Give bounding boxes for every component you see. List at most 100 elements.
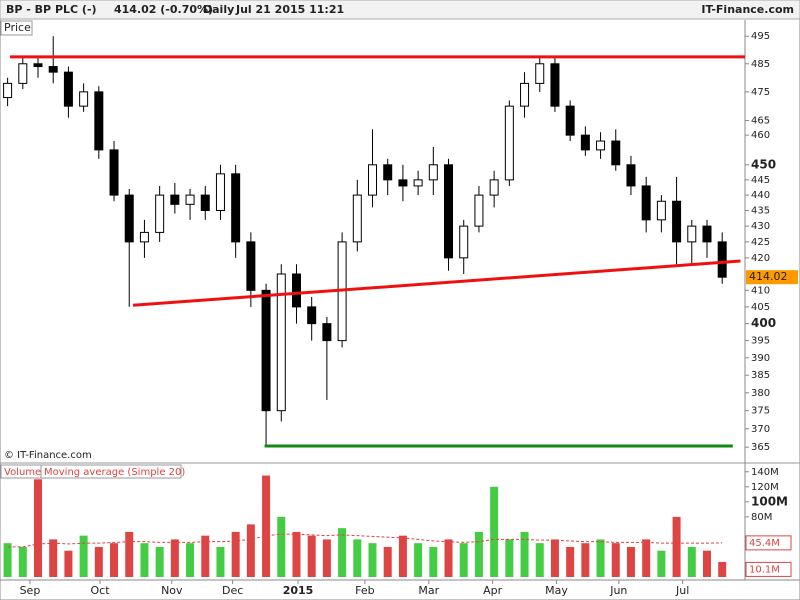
period: Daily (203, 3, 234, 16)
candle-body (18, 63, 28, 84)
trend-line (132, 259, 741, 307)
volume-bar (18, 546, 27, 577)
candle-body (717, 241, 727, 278)
candle-body (383, 164, 393, 181)
candle-body (550, 63, 560, 107)
y-tick-label: 380 (751, 388, 770, 399)
x-tick-label: Feb (355, 584, 374, 597)
candle-body (656, 200, 666, 221)
y-tick-label: 435 (751, 206, 770, 217)
volume-bar (186, 543, 195, 577)
candle-body (504, 105, 514, 181)
volume-bar (657, 550, 666, 577)
x-tick-label: Dec (222, 584, 243, 597)
candle-body (687, 225, 697, 243)
volume-bar (125, 531, 134, 577)
quote: 414.02 (-0.70%) (114, 3, 213, 16)
volume-bar (398, 535, 407, 577)
moving-average (7, 533, 723, 548)
candle-body (626, 164, 636, 187)
x-tick-label: Nov (161, 584, 183, 597)
last-price-label: 414.02 (749, 270, 788, 283)
datetime: Jul 21 2015 11:21 (235, 3, 344, 16)
y-tick-label: 495 (751, 31, 770, 42)
header-bar (0, 0, 800, 20)
candle-body (155, 194, 165, 233)
ma-label-box (40, 464, 182, 479)
y-tick-label: 80M (751, 512, 772, 523)
volume-bar (672, 516, 681, 577)
volume-bar (718, 561, 727, 577)
volume-bar (520, 531, 529, 577)
y-tick-label: 140M (751, 467, 779, 478)
candle-body (702, 225, 712, 243)
candle-body (261, 289, 271, 412)
candle-body (63, 71, 73, 107)
candle-body (368, 164, 377, 196)
candle-body (94, 91, 104, 151)
copyright: © IT-Finance.com (4, 450, 92, 461)
volume-bar (277, 516, 286, 577)
volume-bar (596, 539, 605, 577)
candle-body (611, 140, 621, 166)
x-tick-label: Mar (418, 584, 439, 597)
y-tick-label: 465 (751, 116, 770, 127)
volume-bar (216, 546, 225, 577)
candle-body (3, 82, 13, 99)
volume-bar (459, 543, 468, 577)
y-tick-label: 120M (751, 482, 779, 493)
volume-bar (535, 543, 544, 577)
volume-bar (414, 543, 423, 577)
volume-bar (307, 535, 316, 577)
candle-body (535, 63, 545, 84)
candle-body (565, 105, 575, 136)
candle-body (246, 241, 256, 291)
candle-body (200, 194, 210, 212)
volume-bar (140, 543, 149, 577)
x-tick-label: Sep (20, 584, 41, 597)
volume-marker-box (745, 561, 792, 577)
volume-label: Volume (4, 467, 41, 478)
y-tick-label: 365 (751, 442, 770, 453)
y-tick-label: 475 (751, 87, 770, 98)
y-tick-label: 370 (751, 424, 770, 435)
candle-body (79, 91, 89, 107)
x-tick-label: May (545, 584, 568, 597)
volume-bar (581, 543, 590, 577)
candle-body (124, 194, 134, 243)
volume-bar (79, 535, 88, 577)
volume-bar (3, 543, 12, 577)
volume-bar (626, 546, 635, 577)
candle-body (489, 179, 499, 196)
y-tick-label: 385 (751, 370, 770, 381)
candle-body (291, 273, 301, 308)
y-tick-label: 390 (751, 353, 770, 364)
volume-bar (292, 531, 301, 577)
candle-body (48, 66, 58, 73)
x-tick-label: Apr (483, 584, 503, 597)
y-tick-label: 405 (751, 302, 770, 313)
volume-bar (34, 479, 43, 577)
volume-bar (474, 531, 483, 577)
symbol: BP - BP PLC (-) (6, 3, 97, 16)
volume-bar (110, 543, 119, 577)
y-tick-label: 445 (751, 175, 770, 186)
volume-bar (49, 539, 58, 577)
candle-body (428, 164, 438, 181)
candle-body (215, 173, 225, 212)
volume-bar (262, 475, 271, 577)
y-tick-label: 410 (751, 285, 770, 296)
y-tick-label: 440 (751, 190, 770, 201)
candle-body (520, 82, 530, 107)
volume-bar (490, 486, 499, 577)
volume-bar (231, 531, 240, 577)
candle-body (231, 173, 241, 243)
volume-bar (353, 539, 362, 577)
volume-bar (155, 546, 164, 577)
candle-body (672, 200, 682, 243)
volume-bar (550, 539, 559, 577)
candle-body (307, 306, 317, 325)
volume-bar (687, 546, 696, 577)
